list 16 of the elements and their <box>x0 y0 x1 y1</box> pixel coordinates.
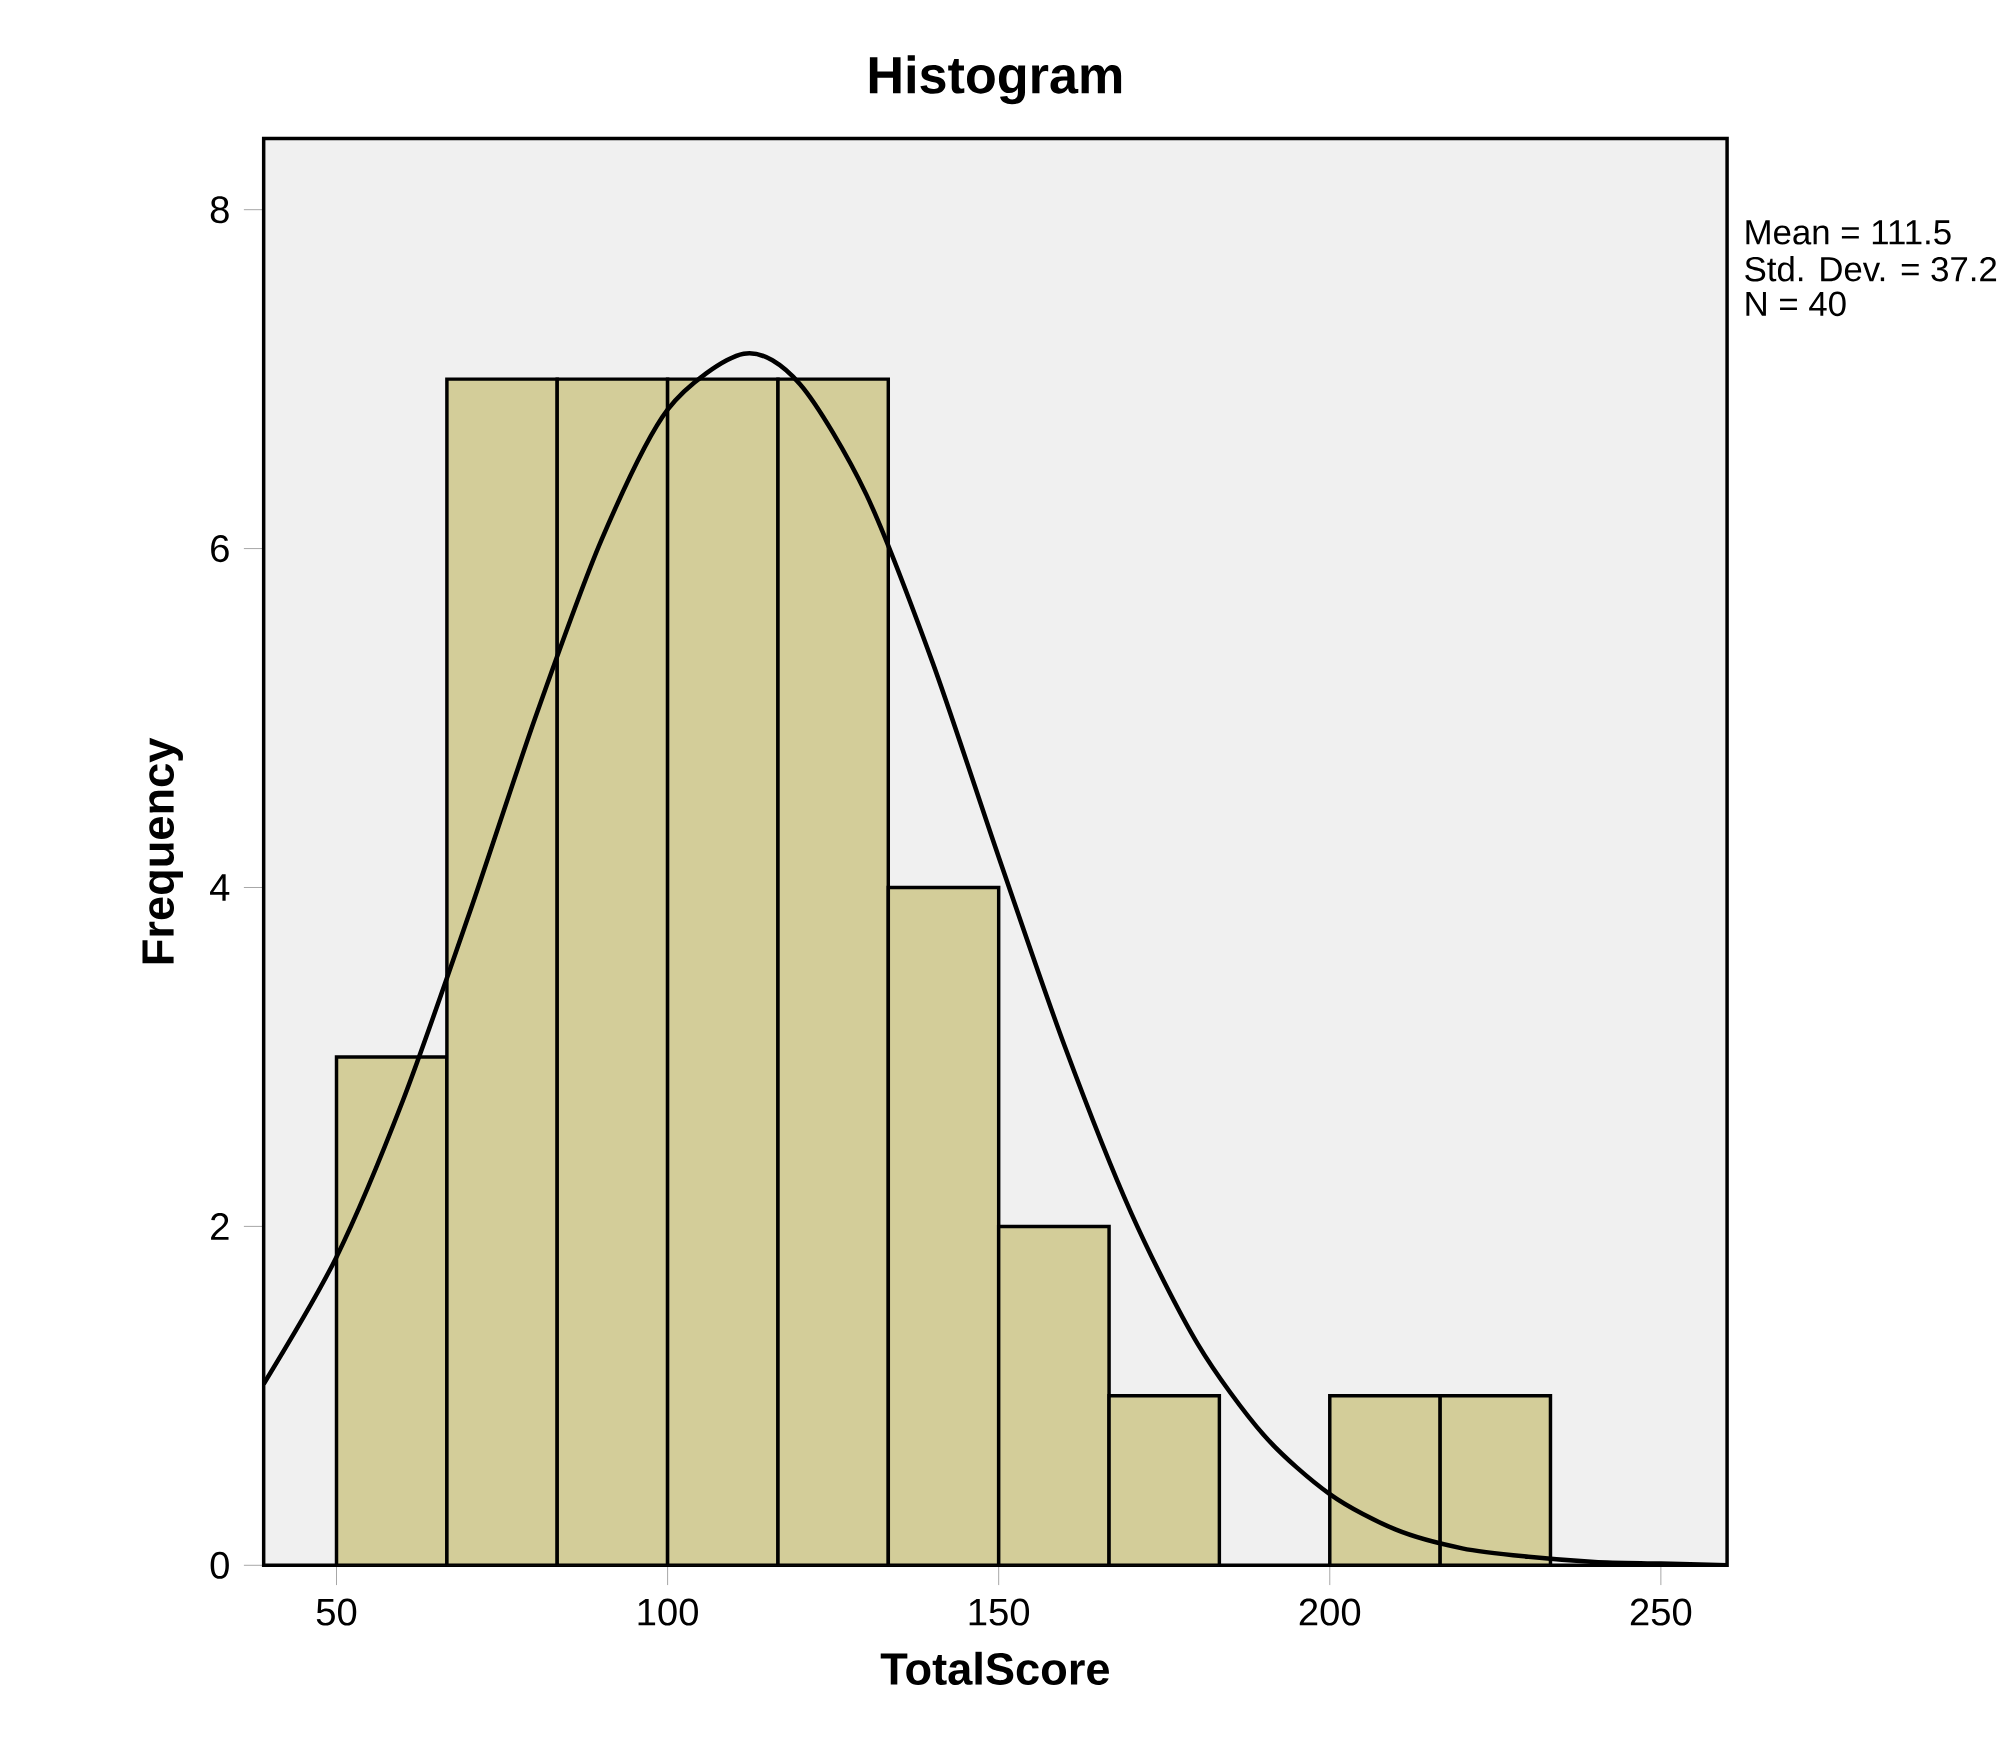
x-axis-title: TotalScore <box>880 1651 1109 1685</box>
text: N = 40 <box>1746 291 1846 316</box>
y-tick-label: 6 <box>211 534 229 562</box>
text: Std. Dev. = 37.2 <box>1745 255 1997 282</box>
x-tick-label: 100 <box>638 1598 698 1626</box>
text: Mean = 111.5 <box>1746 220 1951 245</box>
x-tick-label: 250 <box>1630 1598 1692 1626</box>
x-tick-label: 150 <box>969 1598 1030 1626</box>
x-tick-label: 50 <box>316 1598 357 1626</box>
chart-title: Histogram <box>869 55 1122 105</box>
y-tick-label: 0 <box>210 1551 229 1579</box>
y-tick-label: 2 <box>211 1212 229 1240</box>
x-tick-label: 200 <box>1299 1598 1361 1626</box>
y-tick-label: 8 <box>210 196 229 224</box>
y-tick-label: 4 <box>210 874 230 901</box>
y-axis-title: Frequency <box>142 737 183 964</box>
